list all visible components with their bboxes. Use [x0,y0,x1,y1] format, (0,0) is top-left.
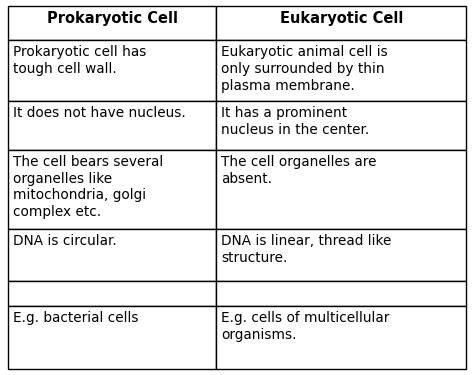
Text: It does not have nucleus.: It does not have nucleus. [13,106,186,120]
Bar [8,281,217,306]
Bar [217,40,466,101]
Bar [217,6,466,40]
Bar [8,150,217,229]
Text: The cell bears several
organelles like
mitochondria, golgi
complex etc.: The cell bears several organelles like m… [13,155,163,219]
Bar [217,150,466,229]
Bar [8,306,217,369]
Text: Prokaryotic Cell: Prokaryotic Cell [47,11,178,26]
Bar [217,6,466,40]
Bar [8,40,217,101]
Bar [8,229,217,281]
Bar [8,101,217,150]
Bar [8,306,217,369]
Text: The cell organelles are
absent.: The cell organelles are absent. [221,155,377,186]
Bar [217,306,466,369]
Text: It has a prominent
nucleus in the center.: It has a prominent nucleus in the center… [221,106,370,137]
Text: E.g. cells of multicellular
organisms.: E.g. cells of multicellular organisms. [221,311,390,342]
Text: Eukaryotic animal cell is
only surrounded by thin
plasma membrane.: Eukaryotic animal cell is only surrounde… [221,45,388,93]
Bar [8,101,217,150]
Bar [8,6,217,40]
Text: DNA is circular.: DNA is circular. [13,234,117,248]
Bar [217,281,466,306]
Bar [217,101,466,150]
Bar [217,101,466,150]
Bar [8,229,217,281]
Bar [8,6,217,40]
Bar [217,40,466,101]
Text: DNA is linear, thread like
structure.: DNA is linear, thread like structure. [221,234,392,265]
Bar [217,281,466,306]
Bar [217,229,466,281]
Bar [217,150,466,229]
Text: Eukaryotic Cell: Eukaryotic Cell [280,11,403,26]
Text: E.g. bacterial cells: E.g. bacterial cells [13,311,138,325]
Bar [8,150,217,229]
Bar [8,281,217,306]
Text: Prokaryotic cell has
tough cell wall.: Prokaryotic cell has tough cell wall. [13,45,146,76]
Bar [217,229,466,281]
Bar [217,306,466,369]
Bar [8,40,217,101]
